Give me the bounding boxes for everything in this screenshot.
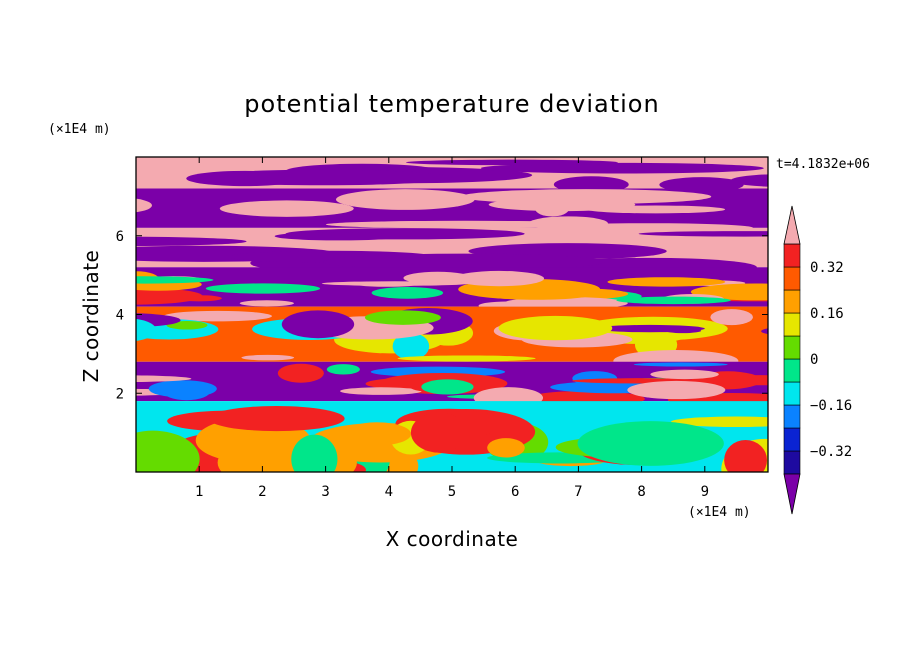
y-axis: 2 4 6 bbox=[116, 229, 768, 402]
heatmap-patch bbox=[730, 174, 768, 187]
heatmap-patch bbox=[321, 281, 469, 286]
x-tick-label: 7 bbox=[574, 484, 582, 500]
heatmap-patch bbox=[487, 438, 525, 458]
colorbar-segment bbox=[783, 450, 801, 475]
colorbar-segment bbox=[783, 404, 801, 429]
x-axis-title: X coordinate bbox=[386, 527, 519, 551]
x-tick-label: 2 bbox=[258, 484, 266, 500]
heatmap-patch bbox=[403, 271, 472, 285]
heatmap-patch bbox=[163, 310, 272, 322]
heatmap-patch bbox=[335, 189, 475, 210]
heatmap-patch bbox=[616, 296, 731, 305]
colorbar-label: 0 bbox=[810, 352, 818, 368]
y-axis-title: Z coordinate bbox=[79, 250, 103, 383]
colorbar-segment bbox=[783, 312, 801, 337]
heatmap-patch bbox=[364, 310, 441, 325]
heatmap-patch bbox=[405, 159, 619, 166]
heatmap-patch bbox=[410, 412, 467, 453]
y-unit-label: (×1E4 m) bbox=[48, 122, 111, 137]
heatmap-patch bbox=[136, 236, 247, 247]
colorbar-segment bbox=[783, 381, 801, 406]
heatmap-patch bbox=[326, 364, 360, 375]
colorbar-segment bbox=[783, 289, 801, 314]
x-tick-label: 8 bbox=[637, 484, 645, 500]
heatmap-patch bbox=[528, 216, 608, 231]
heatmap-patch bbox=[638, 231, 768, 237]
x-tick-label: 3 bbox=[321, 484, 329, 500]
y-tick-label: 4 bbox=[116, 308, 124, 324]
colorbar-segment bbox=[783, 427, 801, 452]
heatmap-patch bbox=[340, 387, 422, 395]
colorbar: 0.32 0.16 0 −0.16 −0.32 bbox=[783, 205, 852, 515]
heatmap-patch bbox=[208, 406, 345, 432]
heatmap-patch bbox=[239, 300, 294, 307]
colorbar-bottom-arrow bbox=[783, 473, 801, 515]
heatmap-patch bbox=[650, 369, 719, 380]
heatmap-patch bbox=[194, 169, 452, 186]
heatmap-patch bbox=[274, 232, 403, 241]
heatmap-patch bbox=[136, 318, 157, 342]
heatmap-patch bbox=[291, 434, 338, 472]
heatmap-patch bbox=[166, 321, 208, 330]
heatmap-patch bbox=[724, 439, 768, 472]
heatmap-patch bbox=[577, 421, 724, 466]
heatmap-patch bbox=[162, 381, 211, 401]
colorbar-top-arrow bbox=[783, 205, 801, 245]
heatmap-patch bbox=[671, 416, 768, 428]
heatmap-patch bbox=[136, 375, 192, 383]
heatmap-patch bbox=[136, 276, 214, 284]
heatmap-patch bbox=[342, 422, 412, 446]
x-tick-label: 1 bbox=[195, 484, 203, 500]
x-tick-label: 9 bbox=[701, 484, 709, 500]
colorbar-label: 0.32 bbox=[810, 260, 844, 276]
colorbar-segment bbox=[783, 266, 801, 291]
x-axis: 1 2 3 4 5 6 7 8 9 bbox=[195, 157, 709, 500]
heatmap-patch bbox=[454, 270, 545, 287]
heatmap-patch bbox=[323, 253, 606, 271]
x-tick-label: 5 bbox=[448, 484, 456, 500]
heatmap-patch bbox=[371, 287, 444, 299]
heatmap-patch bbox=[627, 380, 726, 400]
heatmap-patch bbox=[136, 287, 203, 305]
y-tick-label: 2 bbox=[116, 386, 124, 402]
heatmap-patch bbox=[535, 201, 569, 217]
heatmap-patch bbox=[498, 315, 613, 341]
heatmap-patch bbox=[761, 328, 768, 335]
heatmap-patch bbox=[633, 362, 728, 367]
heatmap-patch bbox=[397, 355, 536, 362]
heatmap-patch bbox=[474, 285, 599, 300]
colorbar-segment bbox=[783, 243, 801, 268]
y-tick-label: 6 bbox=[116, 229, 124, 245]
colorbar-segment bbox=[783, 358, 801, 383]
heatmap-patch bbox=[136, 430, 200, 472]
colorbar-label: −0.16 bbox=[810, 398, 852, 414]
colorbar-label: 0.16 bbox=[810, 306, 844, 322]
time-label: t=4.1832e+06 bbox=[776, 157, 870, 172]
heatmap-patch bbox=[664, 328, 702, 334]
heatmap-patch bbox=[241, 354, 295, 361]
colorbar-label: −0.32 bbox=[810, 444, 852, 460]
colorbar-segment bbox=[783, 335, 801, 360]
x-tick-label: 6 bbox=[511, 484, 519, 500]
heatmap-patch bbox=[503, 297, 628, 310]
x-tick-label: 4 bbox=[385, 484, 393, 500]
heatmap-patch bbox=[421, 379, 474, 395]
chart-title: potential temperature deviation bbox=[244, 90, 659, 118]
heatmap-patch bbox=[136, 198, 152, 213]
heatmap-patch bbox=[219, 200, 354, 217]
heatmap-patch bbox=[277, 363, 324, 383]
heatmap-patch bbox=[392, 332, 430, 360]
heatmap-patch bbox=[281, 310, 355, 339]
heatmap-field bbox=[136, 157, 768, 472]
heatmap-patch bbox=[480, 162, 764, 174]
heatmap-patch bbox=[205, 283, 321, 294]
heatmap-patch bbox=[607, 277, 726, 287]
heatmap-patch bbox=[710, 309, 753, 326]
x-unit-label: (×1E4 m) bbox=[688, 505, 751, 520]
